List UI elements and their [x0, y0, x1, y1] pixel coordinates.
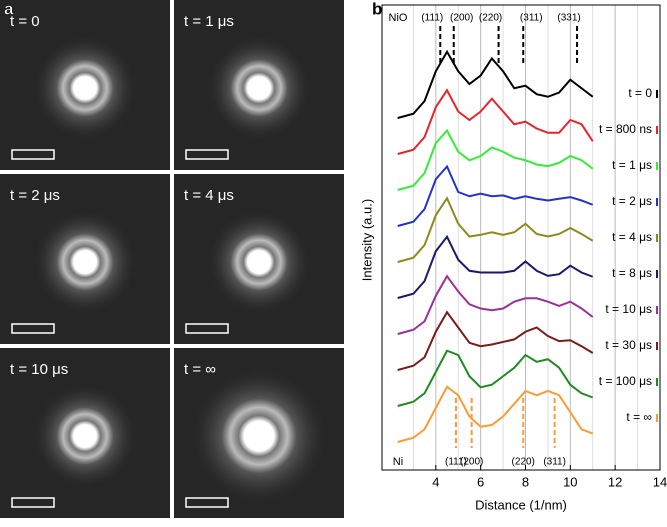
image-label: t = 4 μs — [184, 187, 234, 204]
intensity-curve — [397, 196, 594, 263]
diffraction-pattern — [33, 384, 137, 488]
curve-label: t = 100 μs — [599, 374, 652, 388]
intensity-curve — [397, 310, 594, 371]
intensity-curve — [397, 274, 594, 335]
reference-peak-label: (311) — [520, 13, 543, 24]
image-label: t = 2 μs — [10, 187, 60, 204]
image-label: t = ∞ — [184, 361, 216, 378]
panel-b: b 4 6 8 10 12 14 Distance (1/nm) Intensity (a.u.… — [359, 0, 667, 512]
intensity-curve — [397, 234, 594, 299]
reference-peak-label: (200) — [460, 457, 483, 468]
diffraction-pattern — [33, 36, 137, 140]
curve-label: t = 4 μs — [612, 230, 652, 244]
intensity-curve — [397, 349, 594, 407]
reference-peak-label: (111) — [421, 13, 443, 24]
x-tick-label: 12 — [608, 474, 622, 489]
reference-name: NiO — [389, 12, 408, 24]
y-axis-label: Intensity (a.u.) — [359, 199, 374, 281]
curve-label: t = 800 ns — [599, 122, 652, 136]
curve-label: t = 8 μs — [612, 266, 652, 280]
x-axis-label: Distance (1/nm) — [475, 497, 567, 512]
curve-label: t = 10 μs — [605, 302, 652, 316]
reference-peak-label: (220) — [479, 13, 502, 24]
x-tick-label: 10 — [563, 474, 577, 489]
reference-peak-label: (311) — [543, 457, 566, 468]
curve-label: t = 30 μs — [605, 338, 652, 352]
reference-peak-label: (111) — [445, 457, 467, 468]
scale-bar — [11, 149, 55, 160]
plot-frame — [381, 4, 661, 471]
x-tick-label: 8 — [522, 474, 529, 489]
image-label: t = 1 μs — [184, 13, 234, 30]
diffraction-pattern — [33, 210, 137, 314]
diffraction-pattern — [207, 36, 311, 140]
reference-peak-label: (331) — [557, 13, 580, 24]
panel-label: a — [4, 0, 14, 18]
x-tick-label: 4 — [432, 474, 439, 489]
scale-bar — [185, 497, 229, 508]
scale-bar — [185, 323, 229, 334]
reference-peak-label: (200) — [450, 13, 473, 24]
intensity-curve — [397, 164, 594, 227]
intensity-curve — [397, 88, 594, 155]
curve-label: t = ∞ — [626, 410, 652, 424]
diffraction-pattern — [191, 368, 327, 504]
intensity-curve — [397, 128, 594, 191]
image-label: t = 10 μs — [10, 361, 68, 378]
intensity-curve — [397, 385, 594, 443]
scale-bar — [185, 149, 229, 160]
intensity-curve — [397, 49, 594, 119]
curve-label: t = 2 μs — [612, 194, 652, 208]
x-tick-label: 14 — [653, 474, 667, 489]
panel-a: t = 0 t = 1 μs t = 2 μs t = 4 μs t = 10 μs t … — [0, 0, 344, 518]
scale-bar — [11, 497, 55, 508]
diffraction-pattern — [207, 210, 311, 314]
x-tick-label: 6 — [477, 474, 484, 489]
reference-name: Ni — [393, 456, 403, 468]
reference-peak-label: (220) — [512, 457, 535, 468]
scale-bar — [11, 323, 55, 334]
panel-label: b — [372, 0, 382, 18]
image-label: t = 0 — [10, 13, 40, 30]
curve-label: t = 1 μs — [612, 158, 652, 172]
curve-label: t = 0 — [628, 86, 652, 100]
